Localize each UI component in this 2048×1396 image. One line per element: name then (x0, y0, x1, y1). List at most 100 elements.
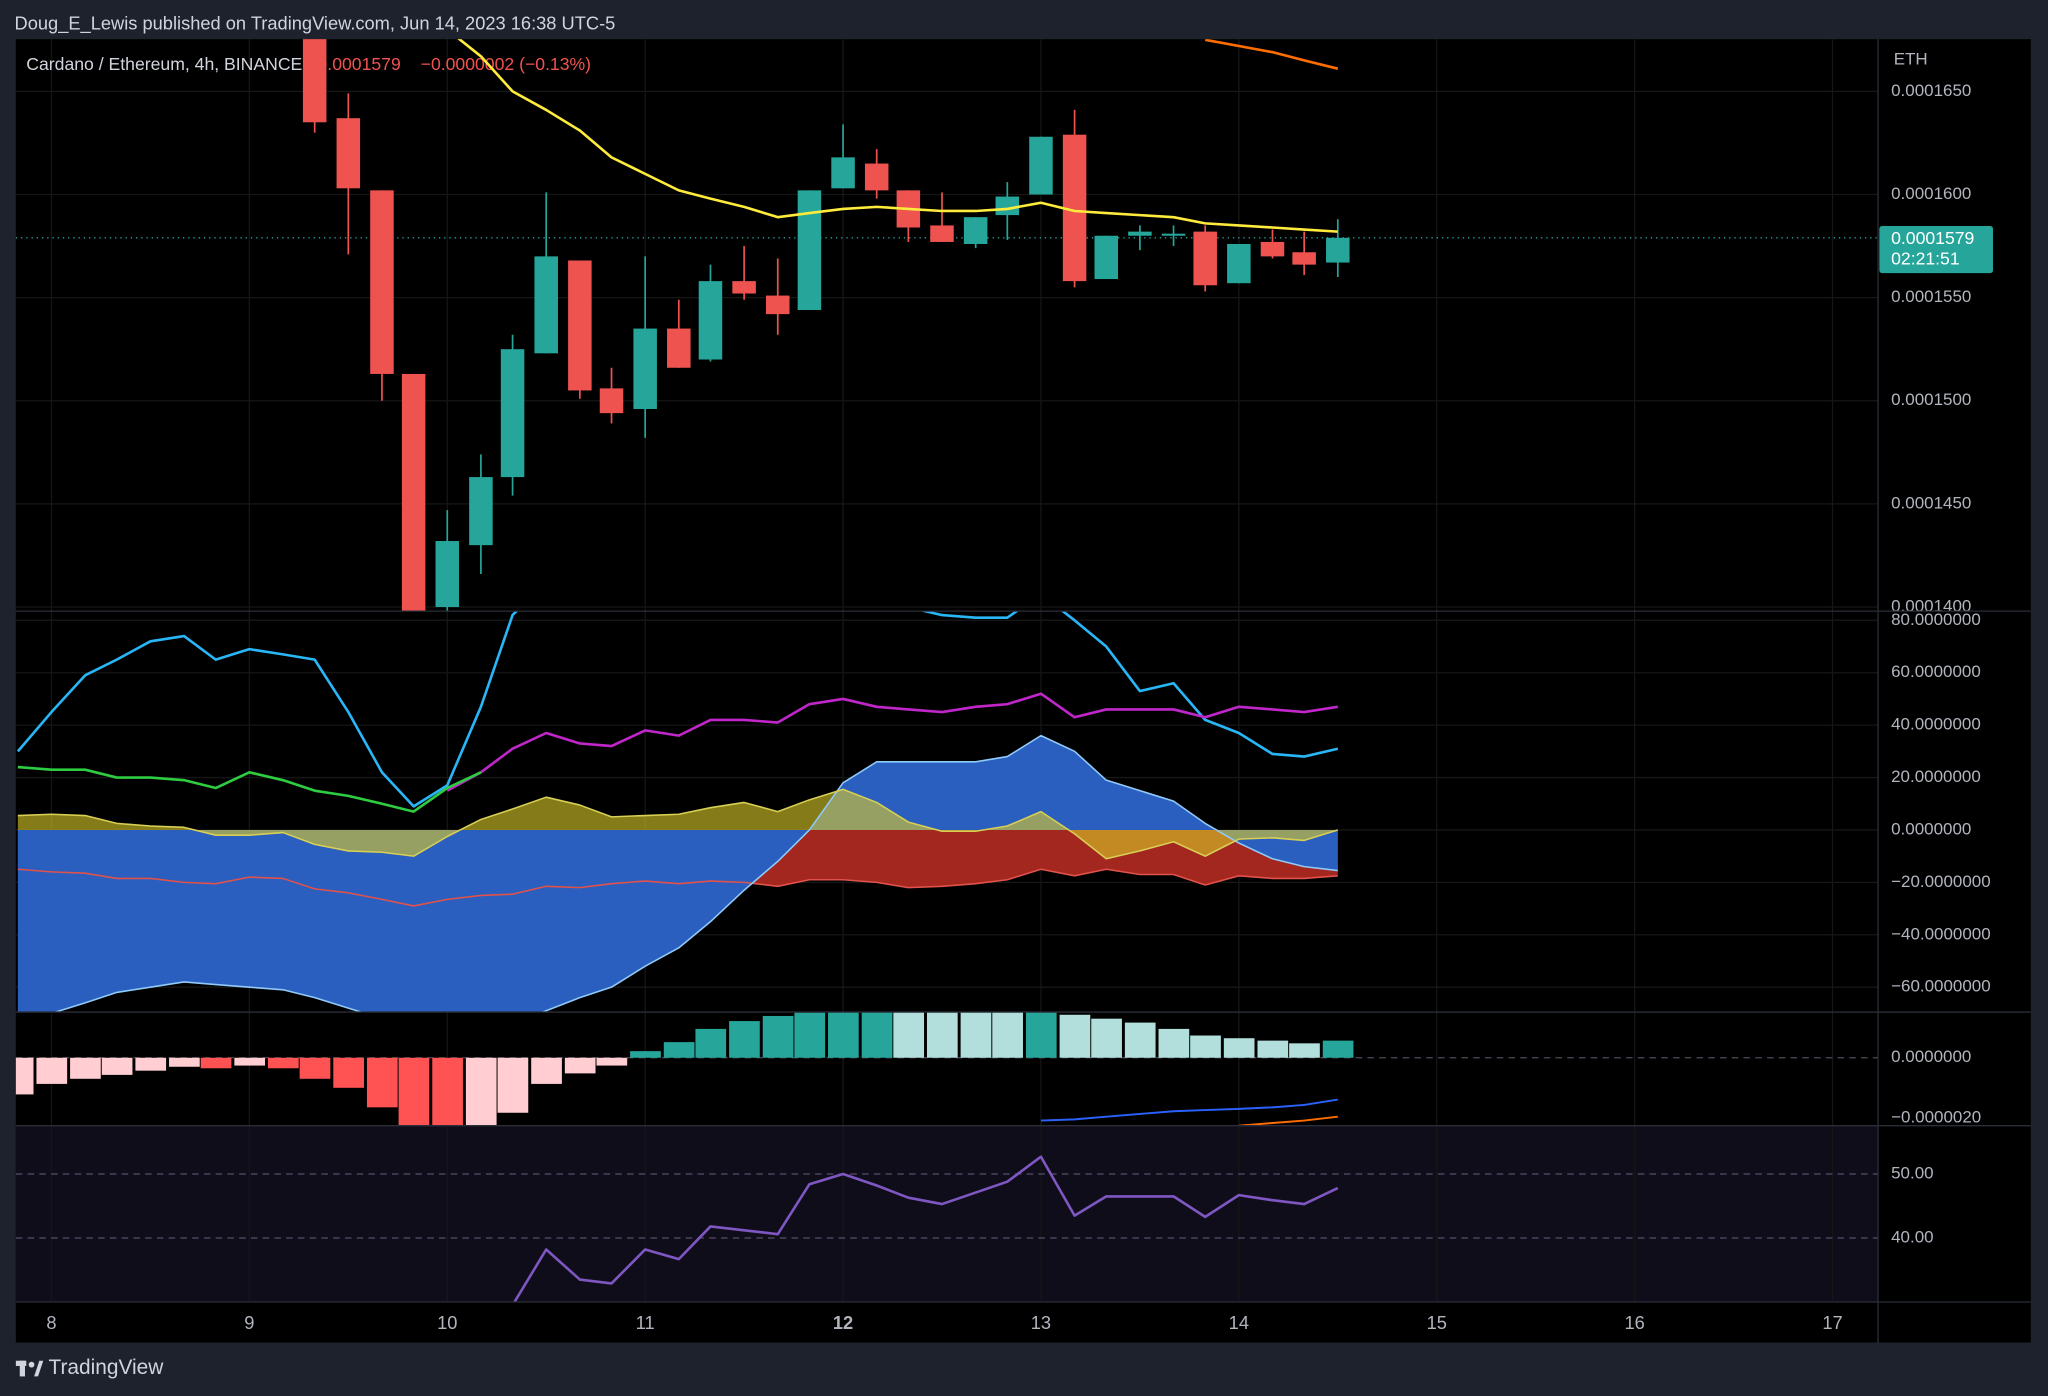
candle-body (995, 196, 1020, 216)
histogram-bar (70, 1057, 101, 1079)
histogram-bar (861, 1012, 893, 1058)
candle-body (1094, 235, 1119, 280)
histogram-bar (663, 1042, 695, 1058)
candle-body (568, 260, 592, 391)
x-tick-label: 9 (244, 1312, 254, 1333)
candle-body (765, 295, 790, 315)
x-tick-label: 8 (46, 1312, 56, 1333)
axes: 8 9 10 11 12 13 14 15 16 170.00014000.00014500.00… (46, 81, 1993, 1333)
histogram-bar (135, 1057, 167, 1071)
oscillator-pane (16, 611, 1339, 1013)
candle-body (1227, 244, 1251, 284)
candle-body (1029, 136, 1053, 195)
histogram-bar (15, 1057, 34, 1095)
logo-part (34, 1360, 44, 1377)
publisher: Doug_E_Lewis published on TradingView.co… (15, 13, 616, 35)
histogram-bar (1257, 1040, 1289, 1058)
rsi-background (15, 1125, 1879, 1302)
candle-body (1292, 252, 1316, 265)
footer-brand: TradingView (48, 1356, 164, 1379)
histogram-bar (398, 1057, 430, 1126)
line (17, 868, 1338, 907)
x-tick-label: 14 (1229, 1312, 1249, 1333)
line (457, 39, 1338, 233)
y-tick-label: 60.0000000 (1891, 662, 1981, 681)
line (53, 734, 1338, 1013)
candle-body (435, 541, 460, 608)
candle-body (370, 190, 394, 374)
line (1204, 39, 1339, 70)
y-tick-label: 0.0001650 (1891, 81, 1971, 100)
candle-body (930, 225, 954, 242)
legend-close: 0.0001579 (318, 54, 401, 74)
candle-body (1193, 231, 1217, 286)
histogram-bar (1059, 1014, 1091, 1058)
y-tick-label: 0.0001550 (1891, 287, 1971, 306)
candle-body (633, 328, 657, 410)
candle-body (963, 217, 988, 245)
candle-body (831, 157, 855, 189)
logo-part (19, 1360, 25, 1377)
y-tick-label: 0.0001450 (1891, 493, 1971, 512)
currency: ETH (1894, 50, 1928, 69)
x-tick-label: 11 (636, 1312, 655, 1333)
candle-body (1326, 237, 1350, 263)
histogram-bar (893, 1012, 925, 1058)
countdown: 02:21:51 (1891, 249, 1960, 269)
line (512, 1155, 1339, 1302)
line (17, 765, 482, 813)
y-tick-label: −40.0000000 (1891, 924, 1991, 943)
price-label: 0.0001579 (1891, 228, 1974, 248)
candle-body (864, 163, 889, 191)
histogram-bar (794, 1012, 826, 1058)
histogram-pane (15, 1012, 1354, 1126)
candle-body (401, 373, 426, 612)
histogram-bar (299, 1057, 331, 1079)
area (17, 735, 1338, 1013)
candle-body (698, 281, 723, 360)
histogram-bar (564, 1057, 596, 1074)
price-label-box (1879, 226, 1993, 274)
line (1238, 1115, 1338, 1126)
histogram-bar (729, 1021, 760, 1058)
histogram-bar (1289, 1043, 1320, 1058)
x-tick-label: 15 (1427, 1312, 1447, 1333)
histogram-bar (36, 1057, 68, 1084)
candle-body (1062, 134, 1087, 282)
line (446, 692, 1338, 792)
candle-body (1128, 231, 1152, 236)
candle-body (534, 256, 558, 354)
histogram-bar (926, 1012, 958, 1058)
x-tick-label: 10 (437, 1312, 457, 1333)
y-tick-label: 50.00 (1891, 1163, 1933, 1182)
histogram-bar (366, 1057, 398, 1108)
histogram-bar (960, 1012, 992, 1058)
logo (15, 1360, 44, 1377)
histogram-bar (1322, 1040, 1354, 1058)
candle-body (732, 281, 756, 294)
histogram-bar (630, 1051, 661, 1058)
logo-part (28, 1361, 35, 1368)
y-tick-label: 0.0001600 (1891, 184, 1971, 203)
y-tick-label: −0.0000020 (1891, 1107, 1981, 1126)
histogram-bar (497, 1057, 529, 1113)
legend-title: Cardano / Ethereum, 4h, BINANCE (26, 54, 302, 74)
histogram-bar (234, 1057, 266, 1066)
y-tick-label: 40.0000000 (1891, 715, 1981, 734)
histogram-bar (267, 1057, 299, 1069)
y-tick-label: 0.0000000 (1891, 819, 1971, 838)
y-tick-label: 0.0001500 (1891, 390, 1971, 409)
histogram-bar (1091, 1018, 1122, 1058)
line (17, 788, 1339, 860)
y-tick-label: −20.0000000 (1891, 872, 1991, 891)
histogram-bar (333, 1057, 364, 1088)
histogram-bar (695, 1028, 727, 1058)
line (16, 611, 1339, 808)
histogram-bar (1158, 1028, 1190, 1058)
y-tick-label: −60.0000000 (1891, 977, 1991, 996)
y-tick-label: 0.0000000 (1891, 1047, 1971, 1066)
candle-body (1260, 241, 1285, 257)
candle-body (599, 388, 624, 414)
x-tick-label: 12 (833, 1312, 853, 1333)
